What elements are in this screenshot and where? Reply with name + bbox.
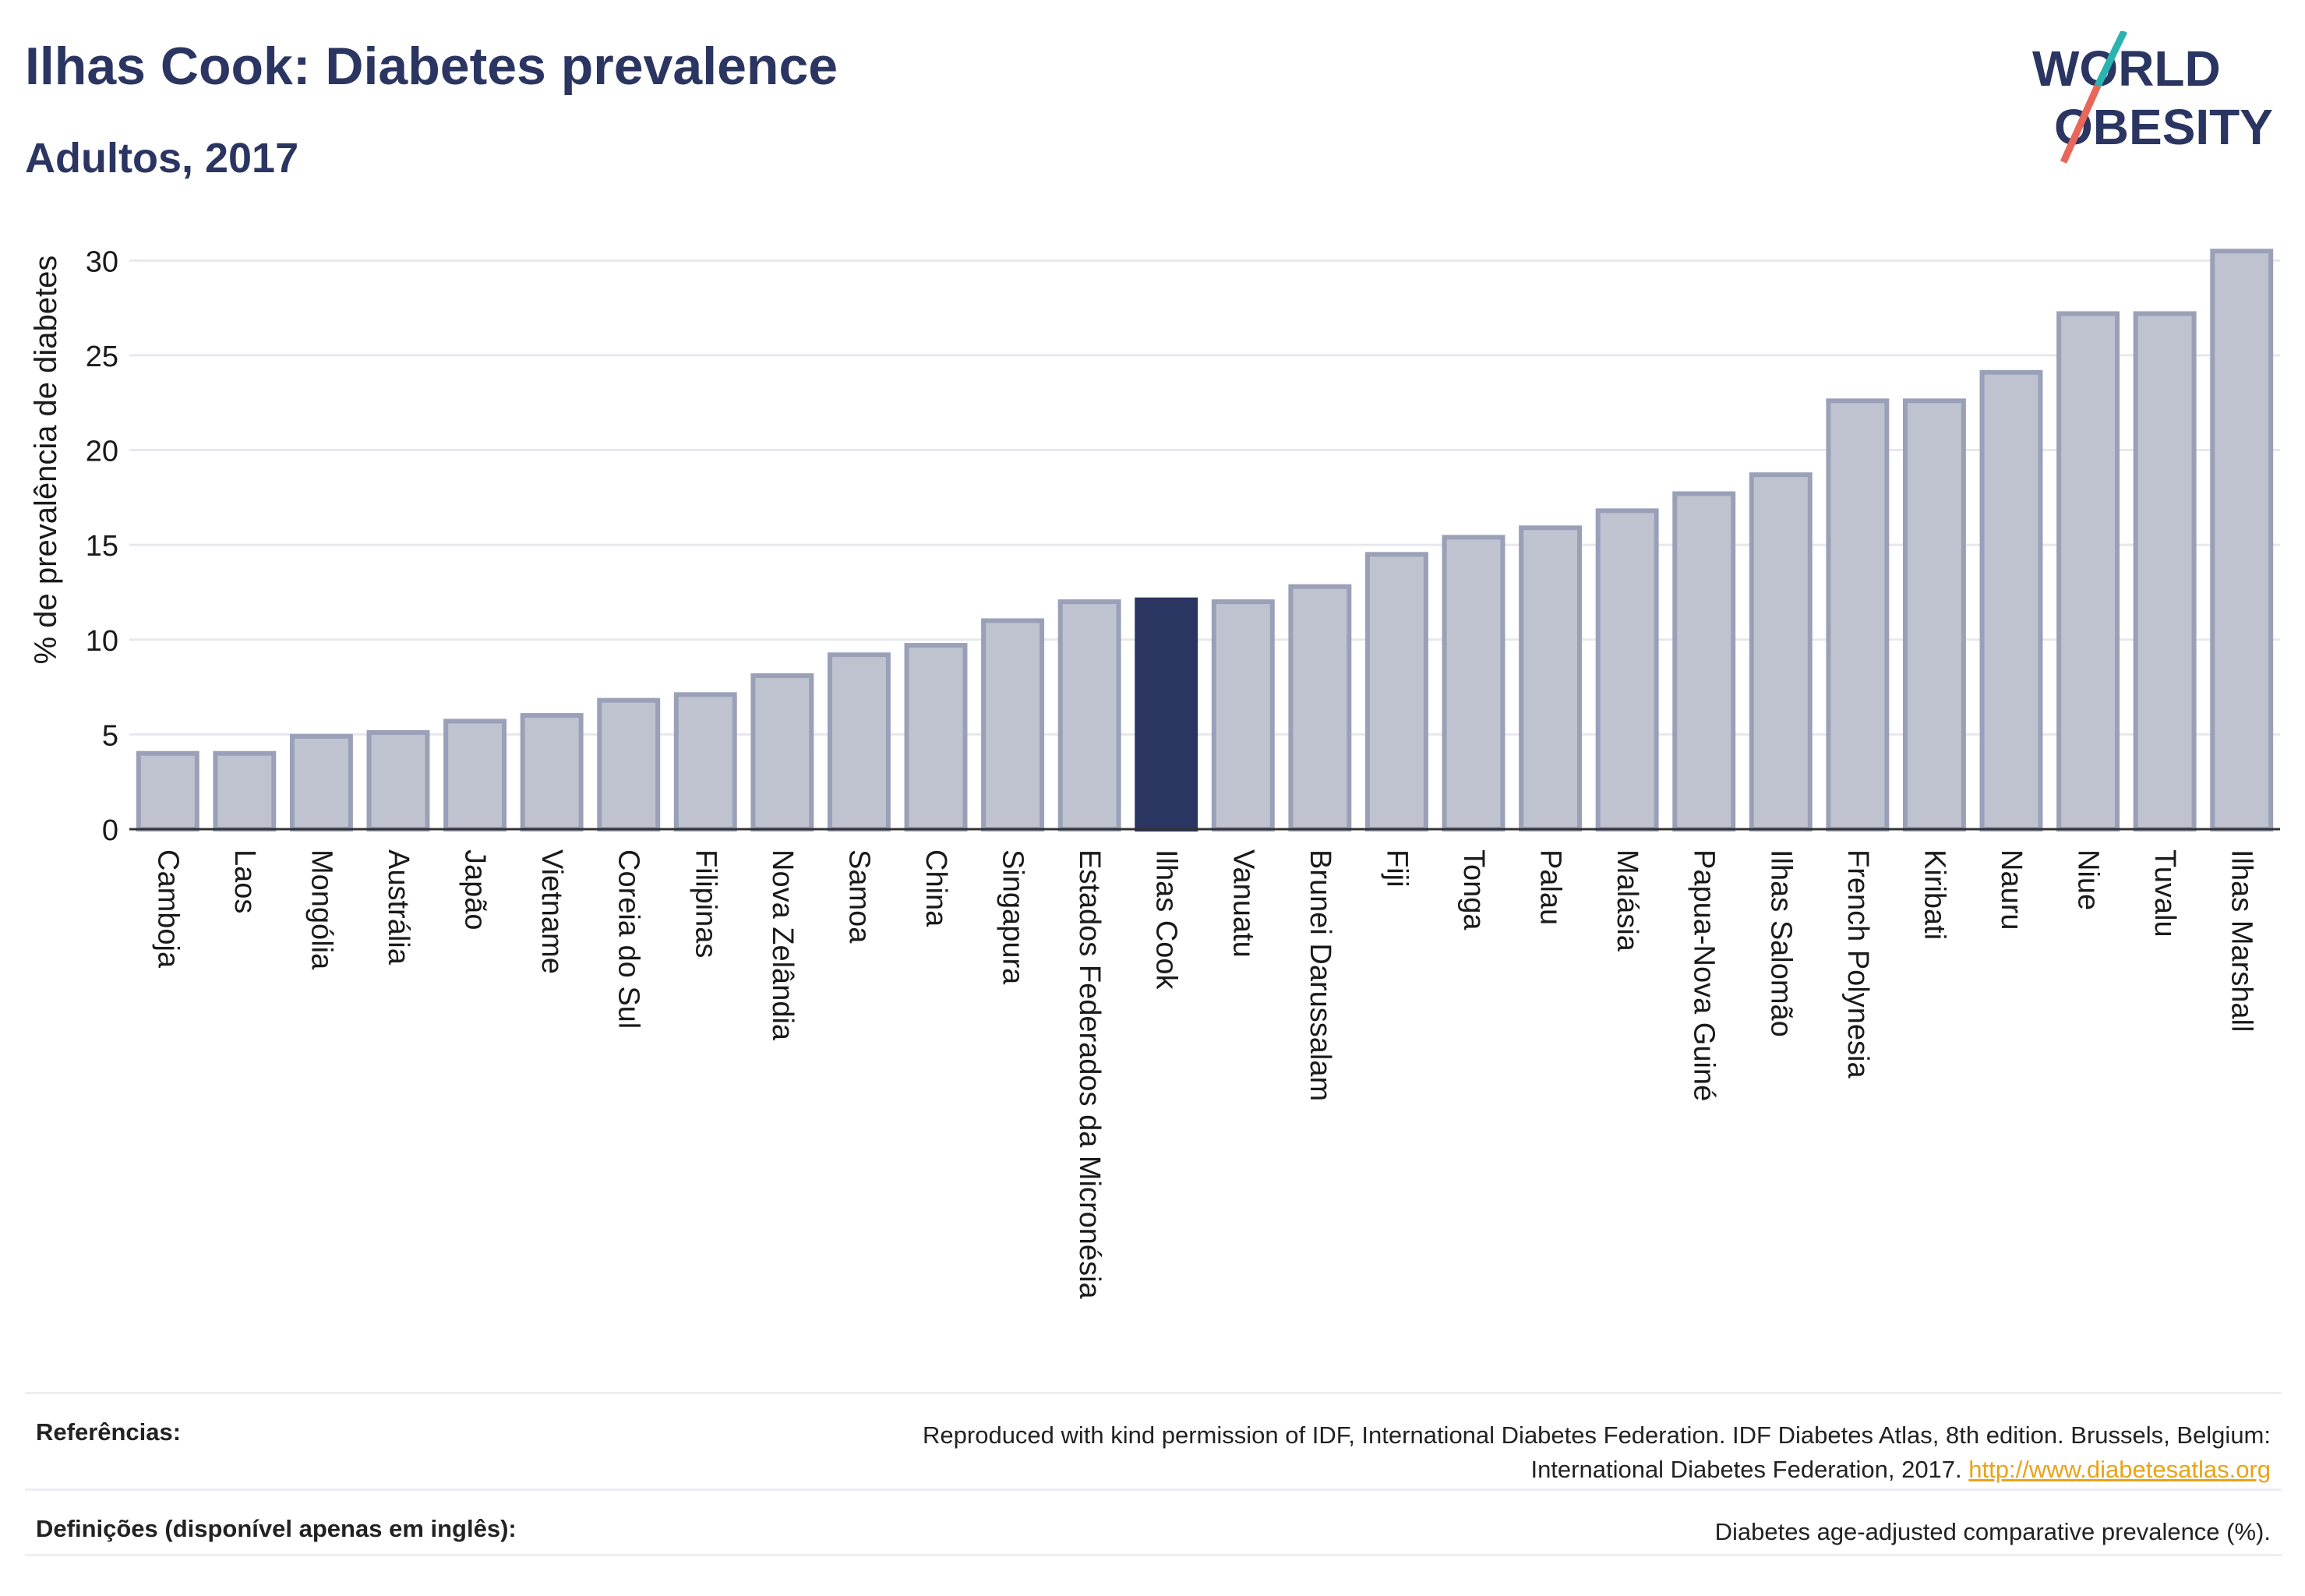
y-tick-label: 25: [86, 341, 118, 373]
references-text: Reproduced with kind permission of IDF, …: [712, 1418, 2271, 1487]
x-tick-label: Tonga: [1457, 849, 1490, 930]
x-tick-label: Samoa: [842, 849, 875, 944]
footer-divider-middle: [25, 1488, 2282, 1491]
y-tick-label: 10: [86, 625, 118, 658]
bar[interactable]: [1211, 599, 1275, 832]
bar[interactable]: [1749, 472, 1813, 832]
bar[interactable]: [366, 729, 430, 832]
logo-line1: WORLD: [2032, 41, 2221, 97]
bars: [136, 249, 2274, 832]
bar[interactable]: [443, 719, 507, 832]
bar[interactable]: [1519, 525, 1583, 832]
x-tick-label: Coreia do Sul: [612, 849, 645, 1029]
definitions-label: Definições (disponível apenas em inglês)…: [36, 1515, 517, 1542]
bar[interactable]: [136, 750, 199, 832]
x-tick-label: Camboja: [151, 849, 184, 969]
page-title: Ilhas Cook: Diabetes prevalence: [25, 37, 838, 96]
y-axis-label: % de prevalência de diabetes: [29, 256, 63, 665]
y-tick-label: 5: [102, 719, 118, 752]
x-tick-label: Vietname: [535, 849, 568, 974]
logo-slash-red: [2060, 84, 2102, 164]
bar[interactable]: [289, 733, 353, 832]
bar[interactable]: [1672, 491, 1736, 832]
references-link[interactable]: http://www.diabetesatlas.org: [1968, 1456, 2271, 1483]
footer-divider-top: [25, 1392, 2282, 1394]
bar-highlighted[interactable]: [1135, 597, 1198, 832]
x-tick-label: Nova Zelândia: [766, 849, 799, 1041]
bar[interactable]: [1057, 599, 1121, 832]
bar[interactable]: [750, 673, 814, 832]
x-tick-label: Niue: [2072, 849, 2105, 910]
x-tick-label: Japão: [459, 849, 492, 930]
x-tick-label: Singapura: [997, 849, 1029, 985]
x-tick-label: Palau: [1534, 849, 1567, 925]
x-tick-label: Papua-Nova Guiné: [1688, 849, 1721, 1101]
x-tick-label: Ilhas Cook: [1150, 849, 1183, 990]
bar[interactable]: [520, 713, 584, 832]
x-tick-label: Laos: [228, 849, 261, 913]
footer-divider-bottom: [25, 1554, 2282, 1556]
y-tick-labels: 0 5 10 15 20 25 30: [86, 245, 118, 847]
y-tick-label: 30: [86, 245, 118, 278]
references-row: Referências: Reproduced with kind permis…: [25, 1409, 2282, 1487]
y-tick-label: 15: [86, 530, 118, 563]
x-tick-label: China: [920, 849, 952, 927]
x-tick-label: Nauru: [1995, 849, 2028, 930]
x-tick-label: Brunei Darussalam: [1304, 849, 1336, 1101]
bar[interactable]: [827, 652, 891, 832]
x-tick-label: Ilhas Salomão: [1764, 849, 1797, 1037]
y-tick-label: 20: [86, 436, 118, 468]
x-tick-label: Austrália: [382, 849, 415, 966]
bar[interactable]: [1902, 398, 1966, 832]
bar[interactable]: [673, 692, 737, 832]
bar[interactable]: [904, 643, 968, 832]
x-tick-label: Malásia: [1611, 849, 1643, 952]
references-label: Referências:: [36, 1418, 182, 1446]
y-tick-label: 0: [102, 814, 118, 847]
bar[interactable]: [1595, 508, 1659, 832]
bar[interactable]: [597, 697, 661, 832]
bar-chart: 0 5 10 15 20 25 30 Camboja Laos Mongólia Austráli…: [29, 245, 2280, 1300]
x-tick-labels: Camboja Laos Mongólia Austrália Japão Vietnam…: [151, 849, 2257, 1300]
page-subtitle: Adultos, 2017: [25, 135, 299, 182]
x-tick-label: French Polynesia: [1841, 849, 1874, 1079]
bar[interactable]: [1442, 535, 1505, 832]
bar[interactable]: [213, 750, 277, 832]
x-tick-label: Estados Federados da Micronésia: [1073, 849, 1106, 1300]
bar[interactable]: [1288, 584, 1352, 832]
references-line2-text: International Diabetes Federation, 2017.: [1530, 1456, 1962, 1483]
x-tick-label: Tuvalu: [2148, 849, 2181, 937]
x-tick-label: Mongólia: [305, 849, 337, 970]
bar[interactable]: [1826, 398, 1890, 832]
x-tick-label: Kiribati: [1918, 849, 1950, 940]
references-line2: International Diabetes Federation, 2017.…: [712, 1453, 2271, 1487]
references-line1: Reproduced with kind permission of IDF, …: [923, 1421, 2271, 1449]
bar[interactable]: [1364, 552, 1428, 832]
x-tick-label: Vanuatu: [1227, 849, 1259, 958]
x-tick-label: Fiji: [1380, 849, 1413, 888]
footer: Referências: Reproduced with kind permis…: [25, 1392, 2282, 1594]
bar[interactable]: [981, 618, 1045, 832]
x-tick-label: Ilhas Marshall: [2226, 849, 2258, 1032]
definitions-row: Definições (disponível apenas em inglês)…: [25, 1509, 2282, 1555]
world-obesity-logo[interactable]: WORLD OBESITY: [2023, 31, 2280, 171]
bar[interactable]: [2056, 311, 2120, 832]
bar[interactable]: [1979, 369, 2043, 832]
bar[interactable]: [2133, 311, 2197, 832]
bar[interactable]: [2210, 249, 2274, 832]
x-tick-label: Filipinas: [689, 849, 722, 958]
definitions-text: Diabetes age-adjusted comparative preval…: [1714, 1518, 2271, 1545]
logo-slash-teal: [2094, 31, 2128, 87]
